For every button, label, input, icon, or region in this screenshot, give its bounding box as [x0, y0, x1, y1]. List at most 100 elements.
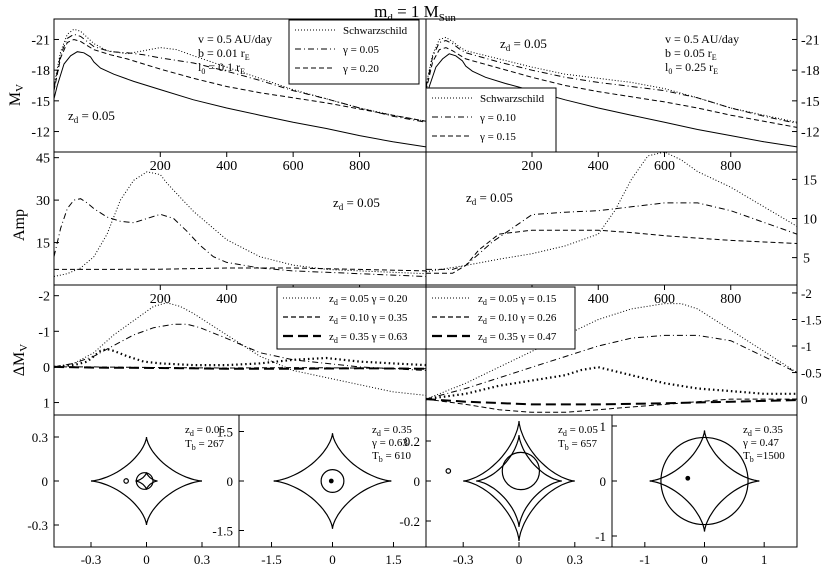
legend-entry: zd = 0.35 γ = 0.47 — [478, 331, 557, 345]
legend-entry: Schwarzschild — [343, 25, 408, 37]
x-tick-label: 600 — [654, 159, 675, 174]
y-tick-label: -0.5 — [801, 366, 822, 381]
plot-frame — [611, 414, 798, 548]
y-axis-label: MV — [7, 84, 26, 106]
caustic-curve — [135, 472, 158, 490]
legend-box — [288, 19, 420, 85]
y-tick-label: -21 — [801, 33, 820, 48]
series-line-dotted — [54, 28, 426, 122]
y-tick-label: 5 — [803, 252, 810, 267]
y-tick-label: 0 — [227, 474, 234, 489]
x-tick-label: 400 — [588, 292, 609, 307]
x-tick-label: 1.5 — [385, 552, 401, 567]
series-line-longdash — [54, 365, 426, 370]
y-tick-label: -2 — [38, 290, 50, 305]
panel-amp-right: 200 400 600 800 5 10 15 zd = 0.05 — [425, 151, 817, 286]
y-tick-label: -1 — [38, 325, 50, 340]
y-tick-label: 1 — [43, 397, 50, 412]
source-circle — [501, 451, 541, 491]
legend-entry: Schwarzschild — [480, 93, 545, 105]
x-tick-label: 200 — [150, 159, 171, 174]
y-tick-label: -1 — [595, 529, 606, 544]
y-tick-label: -1 — [801, 339, 812, 354]
caustic-curve — [273, 433, 392, 529]
panel-label: γ = 0.63 — [371, 437, 408, 449]
y-tick-label: -1.5 — [801, 312, 822, 327]
y-tick-label: 0 — [43, 361, 50, 376]
legend-box — [276, 286, 427, 350]
x-tick-label: 1 — [761, 552, 768, 567]
y-tick-label: 0 — [600, 474, 607, 489]
caustic-curve — [463, 421, 575, 541]
z-annotation: zd = 0.05 — [500, 36, 547, 53]
caustic-curve — [649, 430, 760, 532]
series-line-dashed — [426, 47, 797, 128]
x-tick-label: 800 — [720, 292, 741, 307]
y-tick-label: -2 — [801, 286, 812, 301]
x-tick-label: 0 — [143, 552, 150, 567]
x-tick-label: 800 — [720, 159, 741, 174]
z-annotation: zd = 0.05 — [333, 195, 380, 212]
panel-label: Tb = 657 — [558, 438, 597, 452]
y-tick-label: -0.3 — [27, 518, 48, 533]
y-tick-label: 0.2 — [404, 434, 420, 449]
source-circle — [135, 472, 154, 490]
y-tick-label: 30 — [36, 194, 50, 209]
x-tick-label: 200 — [522, 159, 543, 174]
panel-label: zd = 0.35 — [743, 424, 783, 438]
param-length: l0 = 0.25 rE — [665, 60, 718, 76]
panel-label: zd = 0.35 — [372, 424, 412, 438]
y-tick-label: 45 — [36, 152, 50, 167]
y-tick-label: -15 — [31, 95, 50, 110]
series-line-dashed — [54, 267, 426, 272]
y-tick-label: 0 — [414, 474, 421, 489]
legend-entry: γ = 0.15 — [479, 131, 516, 143]
series-line-dashdot — [54, 198, 426, 277]
y-tick-label: 15 — [803, 173, 817, 188]
figure-title: md = 1 MSun — [374, 2, 456, 24]
lens-dot — [328, 478, 334, 484]
y-tick-label: 10 — [803, 213, 817, 228]
y-tick-label: -0.2 — [399, 514, 420, 529]
panel-label: zd = 0.05 — [558, 424, 598, 438]
y-tick-label: 15 — [36, 237, 50, 252]
panel-label: Tb = 610 — [372, 450, 411, 464]
series-line-dotted — [426, 152, 797, 273]
series-line-dashdot — [426, 334, 797, 400]
legend-entry: zd = 0.05 γ = 0.15 — [478, 293, 557, 307]
y-tick-label: -15 — [801, 95, 820, 110]
x-tick-label: 200 — [150, 292, 171, 307]
legend-entry: γ = 0.20 — [342, 63, 379, 75]
legend-box — [425, 87, 557, 153]
legend-dm-right: zd = 0.05 γ = 0.15 zd = 0.10 γ = 0.26 zd =… — [425, 286, 576, 350]
param-velocity: v = 0.5 AU/day — [198, 32, 272, 46]
legend-lc-right: Schwarzschild γ = 0.10 γ = 0.15 — [425, 87, 557, 153]
x-tick-label: 400 — [216, 292, 237, 307]
param-velocity: v = 0.5 AU/day — [665, 32, 739, 46]
series-line-dotted — [54, 302, 426, 396]
x-tick-label: 400 — [588, 159, 609, 174]
y-tick-label: 1.5 — [217, 425, 233, 440]
panel-label: Tb =1500 — [743, 450, 785, 464]
y-tick-label: -12 — [801, 126, 820, 141]
x-tick-label: 0.3 — [567, 552, 583, 567]
series-line-solid — [54, 51, 426, 148]
z-annotation: zd = 0.05 — [68, 108, 115, 125]
y-axis-label: ΔMV — [11, 344, 30, 377]
caustic-curve — [476, 435, 562, 527]
z-annotation: zd = 0.05 — [466, 190, 513, 207]
x-tick-label: 0 — [329, 552, 336, 567]
x-tick-label: 0.3 — [194, 552, 210, 567]
source-circle — [123, 478, 129, 484]
y-tick-label: 0 — [801, 392, 808, 407]
legend-entry: zd = 0.10 γ = 0.35 — [329, 312, 408, 326]
y-tick-label: -12 — [31, 126, 50, 141]
x-tick-label: 0 — [701, 552, 708, 567]
param-impact: b = 0.05 rE — [665, 46, 717, 62]
